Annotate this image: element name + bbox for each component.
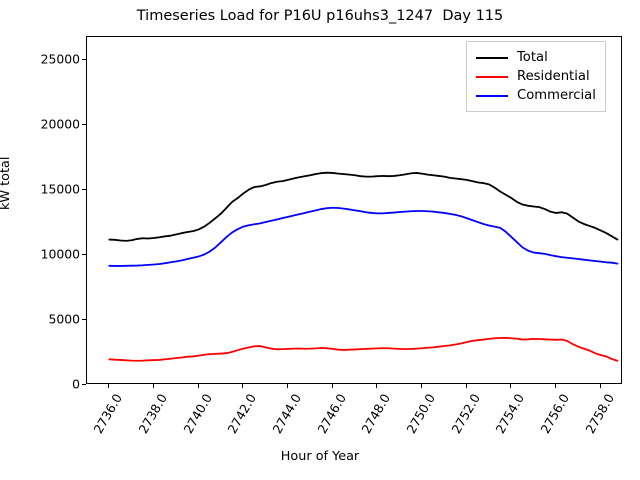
x-tick-label: 2736.0 (90, 391, 126, 437)
x-tick-mark (555, 384, 556, 388)
y-tick-label: 15000 (40, 181, 80, 197)
x-tick-mark (465, 384, 467, 388)
x-tick-label: 2746.0 (313, 391, 349, 437)
x-tick-mark (331, 384, 333, 388)
x-tick-mark (108, 384, 110, 388)
x-tick-mark (197, 384, 199, 388)
x-tick-label: 2742.0 (224, 391, 260, 437)
legend-swatch-total (476, 56, 508, 59)
y-tick-mark (82, 254, 86, 256)
legend-label: Residential (517, 69, 590, 84)
y-tick-mark (82, 59, 86, 61)
legend-label: Commercial (517, 88, 596, 103)
x-tick-label: 2738.0 (135, 391, 170, 437)
x-tick-mark (242, 384, 244, 388)
y-tick-mark (82, 124, 86, 126)
x-tick-label: 2754.0 (492, 391, 528, 437)
legend-swatch-commercial (476, 94, 508, 97)
legend-item-residential: Residential (476, 67, 596, 86)
y-tick-label: 5000 (48, 311, 80, 327)
x-tick-mark (599, 384, 601, 388)
legend-swatch-residential (476, 75, 508, 78)
x-tick-mark (153, 384, 154, 388)
chart-title: Timeseries Load for P16U p16uhs3_1247 Da… (136, 8, 504, 24)
chart-legend: Total Residential Commercial (466, 41, 606, 112)
x-tick-label: 2748.0 (358, 391, 394, 437)
x-tick-label: 2740.0 (179, 391, 215, 437)
y-tick-label: 20000 (40, 116, 80, 132)
series-line-total (108, 171, 619, 242)
series-line-commercial (108, 206, 619, 267)
legend-item-commercial: Commercial (476, 86, 596, 105)
y-tick-mark (82, 319, 86, 321)
x-tick-mark (510, 384, 512, 388)
legend-item-total: Total (476, 48, 596, 67)
y-tick-label: 10000 (40, 246, 80, 262)
series-canvas (108, 171, 619, 362)
y-tick-mark (82, 189, 86, 191)
y-tick-label: 0 (72, 376, 80, 392)
x-tick-mark (421, 384, 422, 388)
legend-label: Total (517, 50, 548, 65)
x-tick-label: 2750.0 (403, 391, 438, 437)
x-axis-label: Hour of Year (280, 449, 360, 464)
x-tick-label: 2744.0 (269, 391, 304, 437)
x-tick-label: 2756.0 (537, 391, 572, 437)
x-tick-mark (376, 384, 378, 388)
x-tick-mark (287, 384, 288, 388)
series-line-residential (108, 336, 619, 362)
x-tick-label: 2752.0 (447, 391, 483, 437)
y-tick-mark (82, 384, 86, 385)
y-tick-label: 25000 (40, 51, 80, 67)
x-tick-label: 2758.0 (581, 391, 617, 437)
